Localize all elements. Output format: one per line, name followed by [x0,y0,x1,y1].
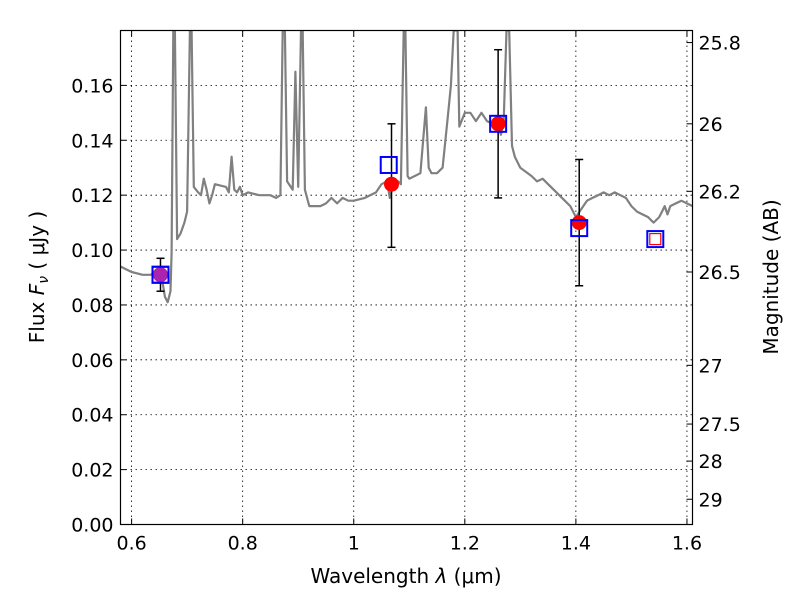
x-tick-label: 0.6 [116,533,146,555]
y-tick-label: 0.00 [71,515,113,537]
plot-frame [119,29,694,526]
y2-tick-label: 28 [699,451,723,473]
y-tick-label: 0.02 [71,460,113,482]
y2-tick-label: 27 [699,355,723,377]
y-tick-label: 0.04 [71,405,113,427]
observed-point [571,215,587,231]
y-axis-label: Flux Fν ( μJy ) [25,211,52,343]
model-point [379,155,398,174]
model-point [489,114,508,133]
y2-tick-label: 27.5 [699,414,741,436]
y-tick-label: 0.14 [71,130,113,152]
spectrum-line [120,30,693,304]
y2-tick-label: 26 [699,114,723,136]
y2-tick-label: 29 [699,489,723,511]
x-axis-label: Wavelength λ (μm) [310,564,501,588]
y-tick-label: 0.16 [71,75,113,97]
model-point-overlay [151,265,170,284]
x-tick-label: 1 [348,533,360,555]
y-tick-label: 0.10 [71,240,113,262]
predicted-point-outer [646,230,665,249]
y-tick-label: 0.12 [71,185,113,207]
overlap-point [152,267,168,283]
x-axis-lambda-symbol: λ [434,564,447,588]
y-axis-nu-subscript: ν [36,276,52,284]
x-tick-label: 0.8 [228,533,258,555]
x-tick-label: 1.6 [672,533,702,555]
predicted-point-inner [649,232,662,246]
x-tick-label: 1.4 [561,533,591,555]
y-tick-label: 0.08 [71,295,113,317]
y2-tick-label: 25.8 [699,33,741,55]
y-tick-label: 0.06 [71,350,113,372]
ticks: 0.6 0.8 1 1.2 1.4 1.6 0.00 0.02 0.04 0.06 0.08 0.10… [71,30,741,555]
model-point [570,219,589,238]
series-layer [120,30,693,304]
observed-point [384,176,400,192]
observed-point [490,116,506,132]
right-axis-label: Magnitude (AB) [759,199,783,354]
y2-tick-label: 26.2 [699,181,741,203]
y-axis-f-symbol: F [25,283,49,295]
x-tick-label: 1.2 [450,533,480,555]
y2-tick-label: 26.5 [699,262,741,284]
